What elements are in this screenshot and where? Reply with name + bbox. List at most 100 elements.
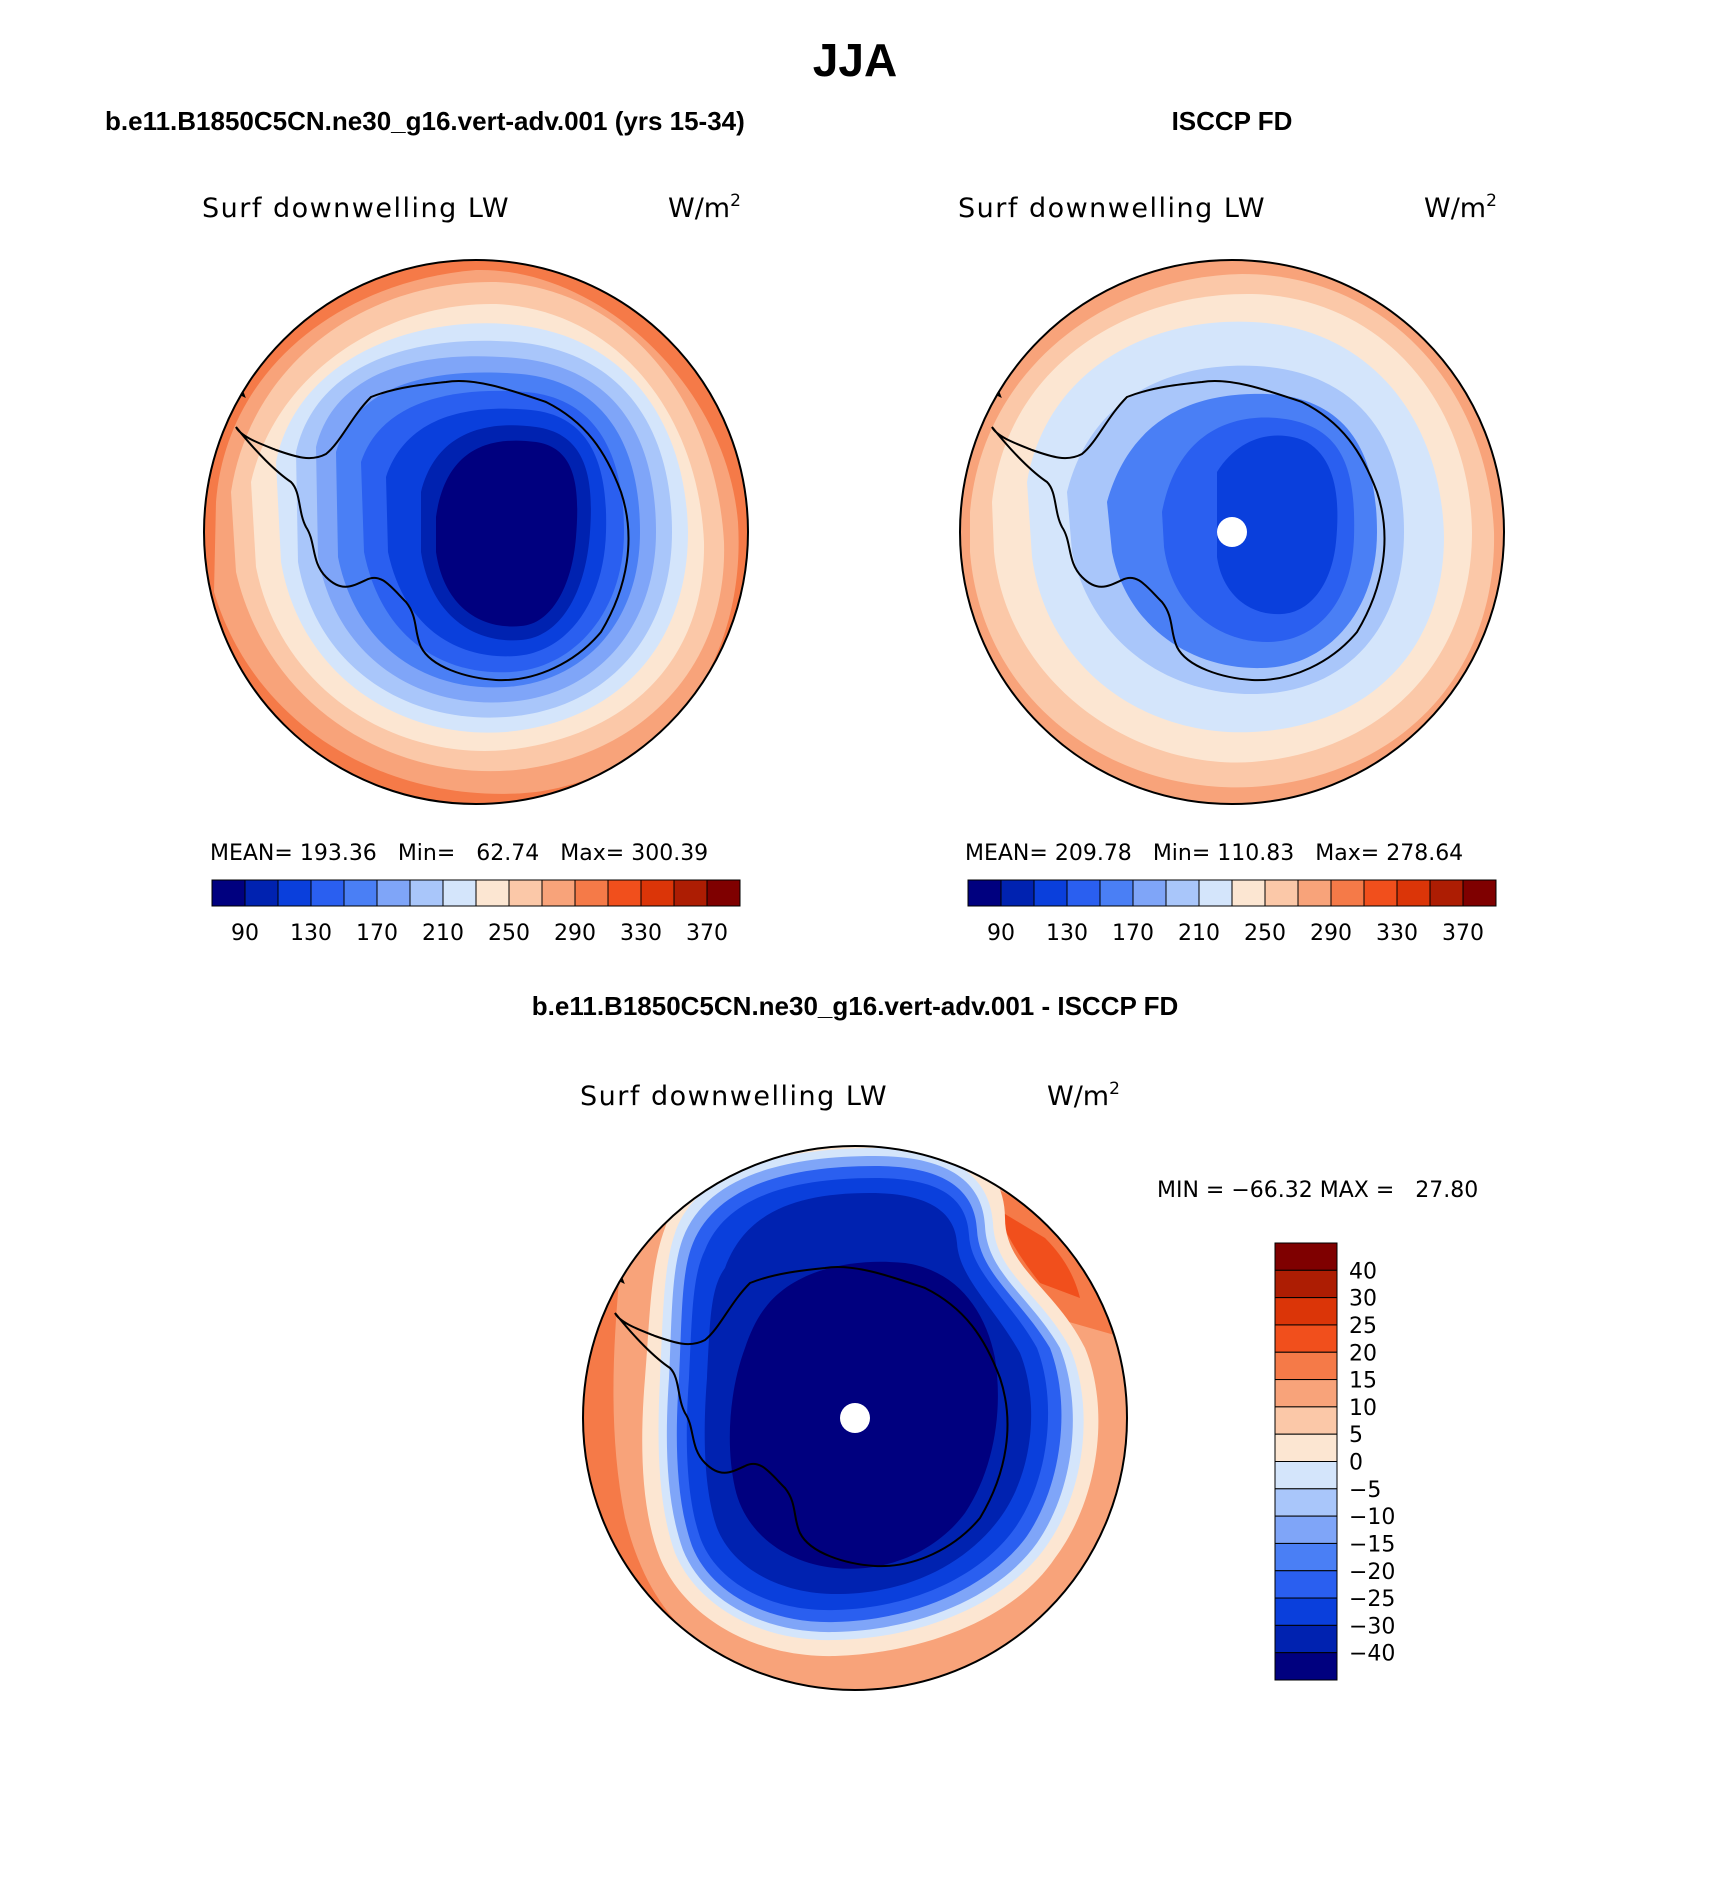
colorbar-tick-label: 370: [1442, 921, 1484, 946]
colorbar-tick-label: 330: [620, 921, 662, 946]
colorbar-swatch: [1099, 879, 1134, 907]
colorbar-tick-label: 370: [686, 921, 728, 946]
colorbar-tick-label: −20: [1349, 1560, 1395, 1585]
colorbar-swatch: [1274, 1652, 1338, 1681]
colorbar-swatch: [1274, 1461, 1338, 1490]
colorbar-swatch: [1274, 1624, 1338, 1654]
colorbar-tick-label: 25: [1349, 1314, 1377, 1339]
colorbar-swatch: [1274, 1351, 1338, 1381]
colorbar-swatch: [442, 879, 477, 907]
panel-model: b.e11.B1850C5CN.ne30_g16.vert-adv.001 (y…: [105, 106, 749, 946]
case-label-obs: ISCCP FD: [1172, 106, 1293, 136]
colorbar-swatch: [1274, 1324, 1338, 1353]
case-label-model: b.e11.B1850C5CN.ne30_g16.vert-adv.001 (y…: [105, 106, 745, 136]
colorbar-swatch: [310, 879, 345, 907]
colorbar-swatch: [1274, 1597, 1338, 1626]
colorbar-swatch: [1330, 879, 1365, 907]
colorbar-swatch: [1033, 879, 1068, 907]
colorbar-tick-label: 40: [1349, 1259, 1377, 1284]
colorbar-swatch: [1132, 879, 1167, 907]
stats-obs: MEAN= 209.78 Min= 110.83 Max= 278.64: [965, 841, 1463, 866]
colorbar-swatch: [1066, 879, 1101, 907]
polar-map-difference: [582, 1145, 1128, 1691]
variable-label-obs: Surf downwelling LW: [958, 193, 1266, 224]
colorbar-swatch: [1363, 879, 1398, 907]
colorbar-tick-label: 20: [1349, 1341, 1377, 1366]
colorbar-swatch: [1264, 879, 1299, 907]
colorbar-tick-label: −10: [1349, 1505, 1395, 1530]
colorbar-tick-label: 210: [1178, 921, 1220, 946]
colorbar-tick-label: −5: [1349, 1478, 1381, 1503]
polar-map-obs: [959, 259, 1505, 805]
colorbar-swatch: [1274, 1515, 1338, 1544]
colorbar-swatch: [508, 879, 543, 907]
colorbar-swatch: [1274, 1379, 1338, 1408]
colorbar-tick-label: 330: [1376, 921, 1418, 946]
polar-map-model: [203, 259, 749, 805]
colorbar-tick-label: 90: [231, 921, 259, 946]
colorbar-swatch: [1274, 1406, 1338, 1435]
colorbar-swatch: [1274, 1242, 1338, 1271]
colorbar-tick-label: 290: [1310, 921, 1352, 946]
colorbar-swatch: [1274, 1269, 1338, 1299]
colorbar-swatch: [1165, 879, 1200, 907]
colorbar-swatch: [244, 879, 279, 907]
colorbar-tick-label: 210: [422, 921, 464, 946]
colorbar-tick-label: −30: [1349, 1614, 1395, 1639]
colorbar-tick-label: 290: [554, 921, 596, 946]
colorbar-swatch: [967, 879, 1002, 907]
colorbar-swatch: [1000, 879, 1035, 907]
colorbar-swatch: [1274, 1433, 1338, 1462]
colorbar-tick-label: 250: [488, 921, 530, 946]
colorbar-swatch: [1429, 879, 1464, 907]
colorbar-swatch: [673, 879, 708, 907]
units-label-model: W/m2: [668, 191, 741, 224]
colorbar-tick-label: 30: [1349, 1287, 1377, 1312]
colorbar-tick-label: 90: [987, 921, 1015, 946]
colorbar-tick-label: 170: [356, 921, 398, 946]
colorbar-swatch: [343, 879, 378, 907]
units-label-obs: W/m2: [1424, 191, 1497, 224]
colorbar-tick-label: 10: [1349, 1396, 1377, 1421]
colorbar-swatch: [541, 879, 576, 907]
case-label-difference: b.e11.B1850C5CN.ne30_g16.vert-adv.001 - …: [532, 991, 1178, 1021]
colorbar-swatch: [409, 879, 444, 907]
colorbar-tick-label: 250: [1244, 921, 1286, 946]
minmax-difference: MIN = −66.32 MAX = 27.80: [1157, 1178, 1478, 1203]
colorbar-model: 90 130 170 210 250 290 330 370: [211, 879, 741, 946]
colorbar-swatch: [1231, 879, 1266, 907]
colorbar-swatch: [1274, 1297, 1338, 1326]
colorbar-swatch: [1274, 1488, 1338, 1517]
colorbar-swatch: [475, 879, 510, 907]
colorbar-swatch: [277, 879, 312, 907]
colorbar-tick-label: −25: [1349, 1587, 1395, 1612]
colorbar-tick-label: 130: [1046, 921, 1088, 946]
colorbar-swatch: [1462, 879, 1497, 907]
colorbar-swatch: [1198, 879, 1233, 907]
colorbar-tick-label: 130: [290, 921, 332, 946]
panel-difference: b.e11.B1850C5CN.ne30_g16.vert-adv.001 - …: [532, 991, 1478, 1691]
pole-marker: [840, 1403, 870, 1433]
units-label-difference: W/m2: [1047, 1079, 1120, 1112]
colorbar-tick-label: 15: [1349, 1369, 1377, 1394]
colorbar-swatch: [376, 879, 411, 907]
colorbar-swatch: [1297, 879, 1332, 907]
colorbar-swatch: [574, 879, 609, 907]
colorbar-swatch: [1396, 879, 1431, 907]
colorbar-tick-label: −15: [1349, 1532, 1395, 1557]
pole-marker: [1217, 517, 1247, 547]
colorbar-obs: 90 130 170 210 250 290 330 370: [967, 879, 1497, 946]
stats-model: MEAN= 193.36 Min= 62.74 Max= 300.39: [210, 841, 708, 866]
colorbar-tick-label: 5: [1349, 1423, 1363, 1448]
variable-label-difference: Surf downwelling LW: [580, 1081, 888, 1112]
colorbar-tick-label: 170: [1112, 921, 1154, 946]
colorbar-swatch: [640, 879, 675, 907]
colorbar-swatch: [1274, 1542, 1338, 1572]
colorbar-swatch: [706, 879, 741, 907]
colorbar-swatch: [1274, 1570, 1338, 1599]
page-title: JJA: [813, 34, 897, 86]
colorbar-swatch: [607, 879, 642, 907]
colorbar-swatch: [211, 879, 246, 907]
